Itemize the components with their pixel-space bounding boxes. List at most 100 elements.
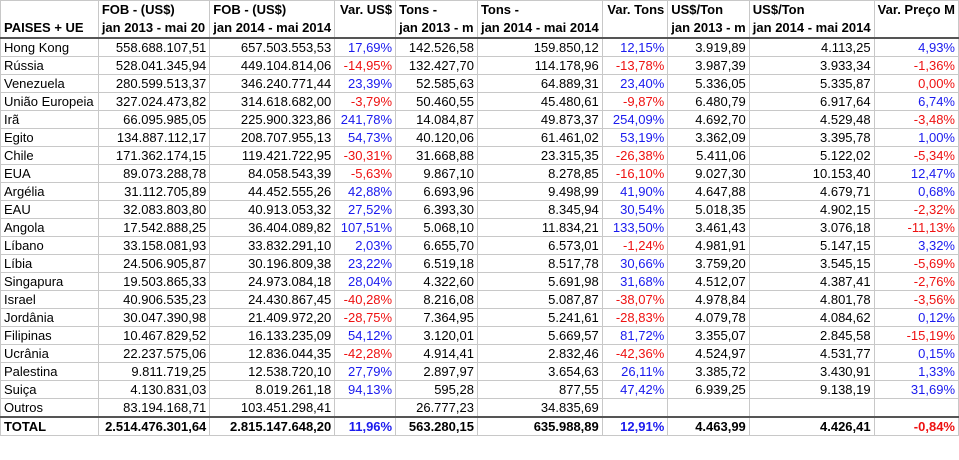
ust13-cell[interactable]: 4.512,07 [667, 272, 750, 291]
country-cell[interactable]: Palestina [0, 362, 99, 381]
ust13-cell[interactable]: 6.480,79 [667, 92, 750, 111]
var-tons-cell[interactable]: -1,24% [601, 236, 669, 255]
country-cell[interactable]: EUA [0, 164, 99, 183]
fob14-cell[interactable]: 44.452.555,26 [209, 182, 336, 201]
var-tons-cell[interactable]: -28,83% [601, 308, 669, 327]
header-cell[interactable]: jan 2014 - mai 2014 [748, 19, 875, 39]
fob13-cell[interactable]: 4.130.831,03 [97, 380, 211, 399]
fob13-cell[interactable]: 528.041.345,94 [97, 56, 211, 75]
var-preco-cell[interactable]: 0,12% [873, 308, 959, 327]
fob14-cell[interactable]: 119.421.722,95 [209, 146, 336, 165]
var-tons-cell[interactable]: 30,66% [601, 254, 669, 273]
ust14-cell[interactable]: 4.529,48 [748, 110, 875, 129]
fob14-cell[interactable]: 657.503.553,53 [209, 37, 336, 57]
var-preco-cell[interactable]: 0,00% [873, 74, 959, 93]
var-usd-cell[interactable]: -14,95% [334, 56, 397, 75]
header-cell[interactable]: jan 2013 - m [667, 19, 750, 39]
tons13-cell[interactable]: 4.914,41 [395, 344, 478, 363]
var-tons-cell[interactable]: 41,90% [601, 182, 669, 201]
ust13-cell[interactable]: 4.079,78 [667, 308, 750, 327]
tons14-cell[interactable]: 877,55 [476, 380, 603, 399]
var-preco-cell[interactable]: -5,69% [873, 254, 959, 273]
fob14-cell[interactable]: 12.538.720,10 [209, 362, 336, 381]
tons14-cell[interactable]: 45.480,61 [476, 92, 603, 111]
ust13-cell[interactable]: 3.987,39 [667, 56, 750, 75]
var-preco-cell[interactable]: 6,74% [873, 92, 959, 111]
country-cell[interactable]: Angola [0, 218, 99, 237]
ust14-cell[interactable]: 3.430,91 [748, 362, 875, 381]
fob13-cell[interactable]: 17.542.888,25 [97, 218, 211, 237]
tons14-cell[interactable]: 8.517,78 [476, 254, 603, 273]
var-usd-cell[interactable]: 241,78% [334, 110, 397, 129]
country-cell[interactable]: Filipinas [0, 326, 99, 345]
country-cell[interactable]: Hong Kong [0, 37, 99, 57]
fob14-cell[interactable]: 24.973.084,18 [209, 272, 336, 291]
var-usd-cell[interactable]: 54,73% [334, 128, 397, 147]
tons14-cell[interactable]: 8.345,94 [476, 200, 603, 219]
tons13-cell[interactable]: 50.460,55 [395, 92, 478, 111]
fob14-cell[interactable]: 36.404.089,82 [209, 218, 336, 237]
tons13-cell[interactable]: 9.867,10 [395, 164, 478, 183]
fob14-cell[interactable]: 2.815.147.648,20 [209, 416, 336, 436]
header-cell[interactable]: FOB - (US$) [97, 0, 211, 19]
ust14-cell[interactable] [748, 398, 875, 418]
tons14-cell[interactable]: 5.087,87 [476, 290, 603, 309]
tons14-cell[interactable]: 61.461,02 [476, 128, 603, 147]
header-cell[interactable]: US$/Ton [748, 0, 875, 19]
var-preco-cell[interactable]: -2,32% [873, 200, 959, 219]
fob14-cell[interactable]: 8.019.261,18 [209, 380, 336, 399]
var-preco-cell[interactable]: 1,00% [873, 128, 959, 147]
ust13-cell[interactable]: 3.355,07 [667, 326, 750, 345]
fob14-cell[interactable]: 12.836.044,35 [209, 344, 336, 363]
tons13-cell[interactable]: 6.655,70 [395, 236, 478, 255]
var-tons-cell[interactable]: -42,36% [601, 344, 669, 363]
tons14-cell[interactable]: 5.691,98 [476, 272, 603, 291]
ust13-cell[interactable]: 4.978,84 [667, 290, 750, 309]
ust13-cell[interactable]: 4.524,97 [667, 344, 750, 363]
var-usd-cell[interactable]: 54,12% [334, 326, 397, 345]
fob14-cell[interactable]: 314.618.682,00 [209, 92, 336, 111]
var-usd-cell[interactable]: -5,63% [334, 164, 397, 183]
tons14-cell[interactable]: 34.835,69 [476, 398, 603, 418]
ust13-cell[interactable]: 5.336,05 [667, 74, 750, 93]
fob13-cell[interactable]: 32.083.803,80 [97, 200, 211, 219]
tons13-cell[interactable]: 7.364,95 [395, 308, 478, 327]
tons13-cell[interactable]: 6.393,30 [395, 200, 478, 219]
var-preco-cell[interactable]: 0,15% [873, 344, 959, 363]
fob13-cell[interactable]: 558.688.107,51 [97, 37, 211, 57]
header-cell[interactable]: jan 2014 - mai 2014 [476, 19, 603, 39]
country-cell[interactable]: Rússia [0, 56, 99, 75]
country-cell[interactable]: Chile [0, 146, 99, 165]
ust13-cell[interactable]: 3.461,43 [667, 218, 750, 237]
var-usd-cell[interactable]: 107,51% [334, 218, 397, 237]
country-cell[interactable]: TOTAL [0, 416, 99, 436]
tons14-cell[interactable]: 49.873,37 [476, 110, 603, 129]
header-cell[interactable]: Tons - [476, 0, 603, 19]
var-usd-cell[interactable]: 2,03% [334, 236, 397, 255]
ust13-cell[interactable]: 4.647,88 [667, 182, 750, 201]
tons13-cell[interactable]: 6.519,18 [395, 254, 478, 273]
country-cell[interactable]: Líbia [0, 254, 99, 273]
country-cell[interactable]: Israel [0, 290, 99, 309]
var-usd-cell[interactable]: -3,79% [334, 92, 397, 111]
ust14-cell[interactable]: 3.545,15 [748, 254, 875, 273]
var-tons-cell[interactable]: -9,87% [601, 92, 669, 111]
tons13-cell[interactable]: 6.693,96 [395, 182, 478, 201]
var-tons-cell[interactable]: 30,54% [601, 200, 669, 219]
header-cell[interactable]: PAISES + UE [0, 19, 99, 39]
fob14-cell[interactable]: 16.133.235,09 [209, 326, 336, 345]
tons13-cell[interactable]: 14.084,87 [395, 110, 478, 129]
fob13-cell[interactable]: 134.887.112,17 [97, 128, 211, 147]
ust14-cell[interactable]: 6.917,64 [748, 92, 875, 111]
fob14-cell[interactable]: 24.430.867,45 [209, 290, 336, 309]
var-usd-cell[interactable] [334, 398, 397, 418]
ust14-cell[interactable]: 4.801,78 [748, 290, 875, 309]
tons14-cell[interactable]: 2.832,46 [476, 344, 603, 363]
tons13-cell[interactable]: 563.280,15 [395, 416, 478, 436]
ust14-cell[interactable]: 4.679,71 [748, 182, 875, 201]
header-cell[interactable] [0, 0, 99, 19]
country-cell[interactable]: Singapura [0, 272, 99, 291]
var-usd-cell[interactable]: 23,39% [334, 74, 397, 93]
var-usd-cell[interactable]: 27,79% [334, 362, 397, 381]
var-usd-cell[interactable]: 94,13% [334, 380, 397, 399]
